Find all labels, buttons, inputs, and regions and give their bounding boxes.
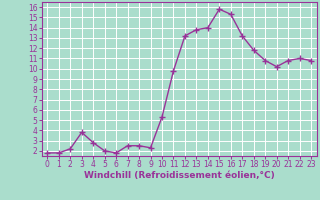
X-axis label: Windchill (Refroidissement éolien,°C): Windchill (Refroidissement éolien,°C) [84,171,275,180]
